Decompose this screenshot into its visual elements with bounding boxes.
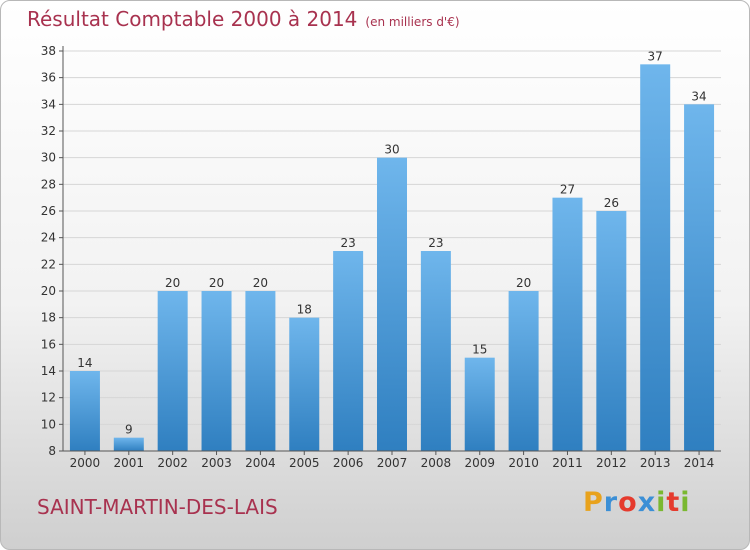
bar-value-label: 14: [77, 356, 92, 370]
y-tick-label: 8: [48, 444, 56, 458]
bar: [640, 64, 671, 452]
x-tick-label: 2006: [333, 456, 364, 470]
bar: [684, 104, 715, 451]
x-tick-label: 2005: [289, 456, 320, 470]
y-tick-label: 10: [41, 417, 56, 431]
y-tick-label: 28: [41, 177, 56, 191]
logo-letter: x: [637, 487, 657, 518]
bar: [464, 357, 495, 451]
y-tick-label: 20: [41, 284, 56, 298]
logo-letter: r: [603, 487, 619, 518]
y-tick-label: 26: [41, 204, 56, 218]
bar: [552, 197, 583, 451]
proxiti-logo: Proxiti: [583, 487, 691, 518]
bar-value-label: 20: [165, 276, 180, 290]
logo-letter: t: [666, 487, 681, 518]
x-tick-label: 2010: [508, 456, 539, 470]
bar-value-label: 23: [428, 236, 443, 250]
x-tick-label: 2009: [464, 456, 495, 470]
bar: [245, 291, 276, 451]
bar-value-label: 26: [604, 196, 619, 210]
bar-value-label: 15: [472, 343, 487, 357]
x-tick-label: 2003: [201, 456, 232, 470]
bar: [596, 211, 627, 451]
bar: [377, 157, 407, 451]
y-tick-label: 34: [41, 97, 56, 111]
x-tick-label: 2002: [157, 456, 188, 470]
bar-value-label: 20: [209, 276, 224, 290]
y-tick-label: 24: [41, 231, 56, 245]
bar: [113, 437, 144, 451]
title-text: Résultat Comptable 2000 à 2014: [27, 7, 358, 31]
place-name: SAINT-MARTIN-DES-LAIS: [37, 495, 278, 519]
x-tick-label: 2008: [421, 456, 452, 470]
bar: [201, 291, 232, 451]
y-tick-label: 14: [41, 364, 56, 378]
x-tick-label: 2014: [684, 456, 715, 470]
bar: [333, 251, 364, 451]
bar-value-label: 37: [648, 49, 663, 63]
bar-value-label: 20: [516, 276, 531, 290]
logo-letter: i: [656, 487, 667, 518]
title-subtitle: (en milliers d'€): [365, 15, 460, 29]
chart-title: Résultat Comptable 2000 à 2014 (en millie…: [27, 7, 460, 31]
bars: 14 9 20 20 20 18 23 30 23 15 20 27 26 37 34: [69, 49, 715, 452]
x-tick-label: 2004: [245, 456, 276, 470]
bar-value-label: 27: [560, 183, 575, 197]
logo-letter: i: [680, 487, 691, 518]
bar-value-label: 34: [691, 89, 706, 103]
bar-value-label: 18: [297, 303, 312, 317]
x-tick-label: 2001: [114, 456, 145, 470]
x-tick-label: 2013: [640, 456, 671, 470]
bar: [420, 251, 451, 451]
x-tick-label: 2012: [596, 456, 627, 470]
x-tick-label: 2007: [377, 456, 408, 470]
y-tick-label: 30: [41, 151, 56, 165]
bar-value-label: 20: [253, 276, 268, 290]
y-tick-label: 16: [41, 337, 56, 351]
y-tick-label: 38: [41, 44, 56, 58]
bar-value-label: 30: [384, 143, 399, 157]
bar-value-label: 9: [125, 423, 133, 437]
y-tick-label: 32: [41, 124, 56, 138]
bar-value-label: 23: [340, 236, 355, 250]
axes: 8 10 12 14 16 18 20 22 24 26 28 30 32 34 36 38 2000 2001 2…: [41, 44, 721, 470]
y-tick-label: 12: [41, 391, 56, 405]
x-tick-label: 2000: [70, 456, 101, 470]
y-tick-label: 36: [41, 71, 56, 85]
y-tick-label: 18: [41, 311, 56, 325]
logo-letter: P: [583, 487, 604, 518]
bar: [289, 317, 320, 451]
x-tick-label: 2011: [552, 456, 583, 470]
y-tick-label: 22: [41, 257, 56, 271]
bar: [508, 291, 539, 451]
bar: [69, 371, 100, 451]
logo-letter: o: [618, 487, 638, 518]
bar: [157, 291, 188, 451]
